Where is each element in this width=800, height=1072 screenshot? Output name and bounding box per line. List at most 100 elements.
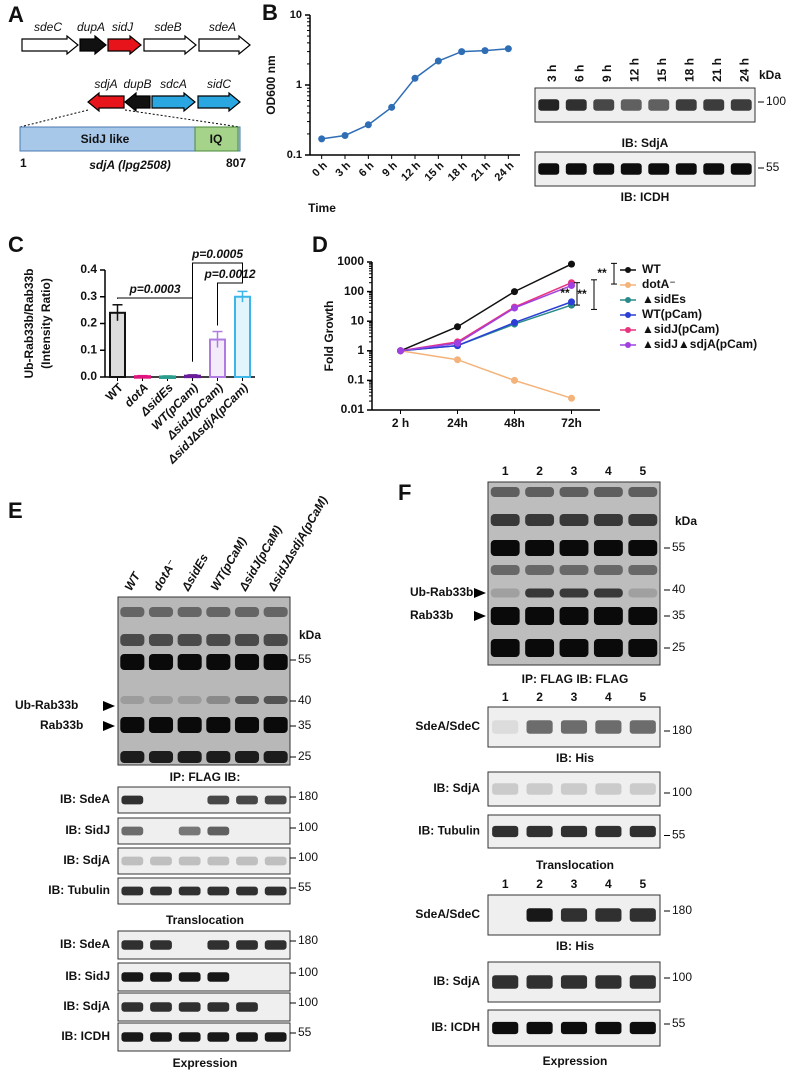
band <box>263 696 288 704</box>
band <box>178 886 201 896</box>
x-tick-label: 9 h <box>380 160 400 180</box>
strip-label: IB: SdjA <box>63 999 110 1013</box>
point <box>504 45 512 53</box>
lane-label: 3 h <box>545 65 559 82</box>
y-axis-title: Ub-Rab33b/Rab33b <box>22 268 36 378</box>
y-tick-label: 10 <box>351 313 365 327</box>
band <box>560 1021 588 1035</box>
band <box>703 163 725 175</box>
marker-label: 55 <box>672 828 686 842</box>
x-axis-title: Time <box>308 201 336 215</box>
lane-label: 21 h <box>710 58 724 82</box>
band <box>148 751 174 763</box>
lane-label: 1 <box>502 690 509 704</box>
y-tick-label: 0.01 <box>341 402 365 416</box>
blot-strip <box>117 992 291 1022</box>
annotation: p=0.0012 <box>203 267 255 281</box>
band-label: Rab33b <box>410 608 453 622</box>
zoom-line <box>124 109 241 128</box>
band <box>178 1002 201 1012</box>
marker-label: 35 <box>672 608 686 622</box>
marker-label: 35 <box>298 718 312 732</box>
legend-label: ▲sidJ(pCam) <box>642 322 719 336</box>
strip-label: IB: SdjA <box>63 853 110 867</box>
band <box>206 654 231 670</box>
band <box>206 717 231 733</box>
point <box>568 282 575 290</box>
band <box>178 972 201 982</box>
band <box>526 908 553 922</box>
section-caption: Expression <box>543 1054 608 1068</box>
blot-strip <box>117 1022 291 1052</box>
y-axis-title: Fold Growth <box>322 301 336 372</box>
blot-caption: IB: His <box>556 751 594 765</box>
gene-label: dupB <box>123 77 151 91</box>
lane-label: 1 <box>502 877 509 891</box>
band <box>120 607 145 617</box>
band <box>730 163 752 175</box>
band <box>595 908 622 922</box>
band-arrow <box>103 721 115 731</box>
band <box>560 720 588 734</box>
band <box>492 783 519 795</box>
x-tick-label: 15 h <box>422 159 446 183</box>
annotation: p=0.0005 <box>191 247 243 261</box>
marker-label: 55 <box>672 1016 686 1030</box>
band-label: Ub-Rab33b <box>410 585 473 599</box>
gene-arrow <box>21 34 79 56</box>
gene-label: sdeB <box>154 20 181 34</box>
band <box>121 856 144 866</box>
point <box>454 356 461 364</box>
band <box>120 654 145 670</box>
band <box>675 99 697 111</box>
band <box>120 696 145 704</box>
band <box>628 607 658 625</box>
band <box>177 696 202 704</box>
band-label: Rab33b <box>40 718 83 732</box>
band <box>264 856 287 866</box>
band <box>703 99 725 111</box>
marker-label: 100 <box>298 965 318 979</box>
band <box>121 1002 144 1012</box>
strip-label: IB: SdjA <box>433 781 480 795</box>
gene-label: sdeA <box>209 20 236 34</box>
marker-label: 100 <box>298 850 318 864</box>
band <box>526 1021 553 1035</box>
lane-label: 1 <box>502 464 509 478</box>
gene-name: sdjA (lpg2508) <box>89 158 171 172</box>
y-tick-label: 0.2 <box>80 316 97 330</box>
band <box>236 1002 258 1012</box>
band <box>234 751 260 763</box>
band <box>206 751 231 763</box>
lane-label: 15 h <box>655 58 669 82</box>
y-tick-label: 1 <box>296 79 302 91</box>
band <box>559 514 589 526</box>
strip-label: IB: SidJ <box>65 969 110 983</box>
band <box>559 565 589 575</box>
lane-label: 4 <box>605 690 612 704</box>
point <box>481 47 489 55</box>
lane-label: 24 h <box>737 58 751 82</box>
band <box>206 607 231 617</box>
band <box>263 717 288 733</box>
domain-label: SidJ like <box>81 132 130 146</box>
band <box>263 751 288 763</box>
strip-label: IB: Tubulin <box>418 824 480 838</box>
section-caption: Translocation <box>536 858 614 872</box>
band <box>560 783 588 795</box>
band <box>492 720 519 734</box>
band <box>628 540 658 556</box>
x-tick-label: 0 h <box>310 160 330 180</box>
band <box>236 795 258 805</box>
x-tick-label: 24 h <box>492 159 516 183</box>
band <box>675 163 697 175</box>
gene-arrow <box>107 34 142 56</box>
band-arrow <box>474 611 486 621</box>
significance-bracket <box>192 262 243 362</box>
band <box>525 588 555 598</box>
blot-caption: IB: His <box>556 939 594 953</box>
lane-label: 3 <box>571 464 578 478</box>
band <box>620 99 642 111</box>
band-arrow <box>103 701 115 711</box>
